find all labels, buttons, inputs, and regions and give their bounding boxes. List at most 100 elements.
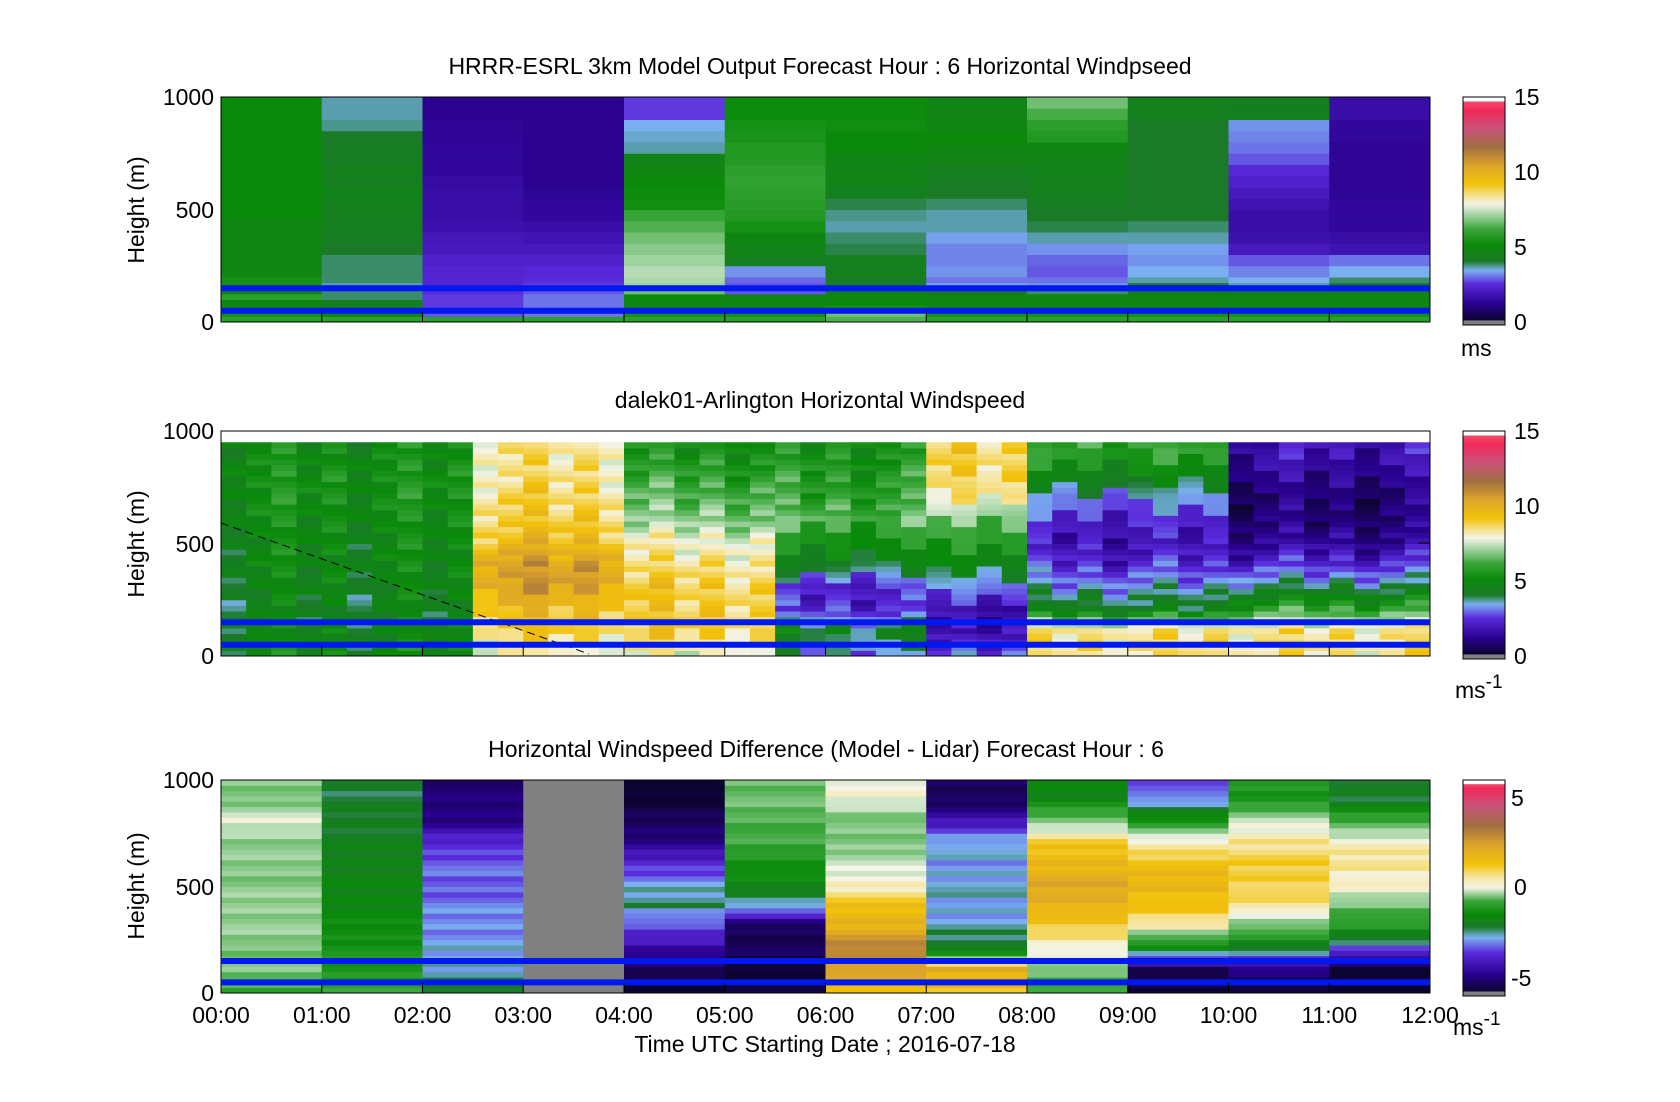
lidar-cell [1304, 515, 1330, 522]
lidar-cell [951, 470, 978, 477]
lidar-cell [1203, 577, 1229, 584]
lidar-cell [1127, 605, 1154, 612]
model-cell [1228, 254, 1330, 267]
lidar-cell [472, 627, 499, 634]
difference-cell [825, 838, 927, 845]
lidar-cell [397, 599, 423, 606]
lidar-cell [1278, 470, 1305, 477]
lidar-cell [825, 560, 852, 567]
lidar-cell [1228, 470, 1255, 477]
lidar-cell [749, 521, 776, 528]
model-cell [1027, 277, 1129, 284]
lidar-cell [1127, 622, 1154, 629]
lidar-cell [246, 532, 272, 539]
lidar-cell [346, 633, 373, 640]
lidar-cell [674, 492, 701, 499]
lidar-cell [1077, 526, 1104, 533]
lidar-cell [1404, 582, 1431, 589]
lidar-cell [624, 633, 650, 640]
lidar-cell [498, 582, 524, 589]
difference-cell [724, 859, 826, 866]
lidar-cell [422, 526, 449, 533]
lidar-cell [447, 509, 474, 516]
lidar-cell [1127, 594, 1154, 601]
lidar-cell [1278, 515, 1305, 522]
lidar-cell [271, 650, 298, 657]
lidar-cell [1278, 481, 1305, 488]
lidar-cell [1052, 515, 1078, 522]
model-cell [1329, 153, 1431, 165]
lidar-cell [1404, 594, 1431, 601]
lidar-cell [321, 594, 348, 601]
difference-cell [321, 881, 423, 887]
lidar-cell [1102, 447, 1129, 454]
difference-cell [724, 843, 826, 850]
difference-cell [926, 827, 1028, 834]
lidar-cell [422, 476, 449, 483]
lidar-cell [221, 627, 247, 634]
difference-cell [624, 886, 726, 893]
lidar-cell [1203, 560, 1229, 567]
difference-cell [724, 971, 826, 978]
model-cell [221, 288, 323, 295]
model-cell [1027, 187, 1129, 199]
lidar-cell [775, 543, 801, 550]
lidar-cell [926, 487, 952, 494]
lidar-cell [573, 487, 600, 494]
difference-cell [1228, 966, 1330, 973]
lidar-cell [321, 464, 348, 471]
lidar-cell [1152, 627, 1179, 634]
lidar-cell [901, 543, 927, 550]
lidar-cell [271, 582, 298, 589]
difference-cell [321, 843, 423, 850]
lidar-cell [548, 650, 575, 657]
lidar-cell [825, 611, 852, 618]
lidar-cell [976, 566, 1003, 573]
lidar-cell [296, 622, 323, 629]
lidar-cell [674, 582, 701, 589]
lidar-cell [472, 537, 499, 544]
lidar-cell [397, 470, 423, 477]
difference-cell [724, 950, 826, 957]
lidar-cell [926, 543, 952, 550]
lidar-cell [1077, 498, 1104, 505]
lidar-cell [926, 644, 952, 651]
lidar-cell [296, 464, 323, 471]
lidar-cell [674, 622, 701, 629]
model-cell [422, 153, 524, 165]
lidar-cell [422, 470, 449, 477]
lidar-cell [749, 627, 776, 634]
model-cell [624, 293, 726, 300]
model-cell [724, 142, 826, 154]
lidar-cell [1001, 622, 1028, 629]
difference-cell [825, 902, 927, 909]
lidar-cell [1052, 532, 1078, 539]
lidar-cell [699, 633, 726, 640]
lidar-cell [1379, 487, 1406, 494]
lidar-cell [1304, 599, 1330, 606]
lidar-cell [1152, 526, 1179, 533]
lidar-cell [1354, 487, 1381, 494]
lidar-cell [346, 554, 373, 561]
lidar-cell [1203, 594, 1229, 601]
difference-cell [321, 934, 423, 941]
lidar-cell [296, 554, 323, 561]
lidar-cell [1077, 481, 1104, 488]
lidar-cell [422, 447, 449, 454]
lidar-cell [397, 566, 423, 573]
lidar-cell [699, 644, 726, 651]
lidar-cell [422, 588, 449, 595]
difference-cell [1329, 870, 1431, 877]
lidar-cell [1152, 566, 1179, 573]
difference-cell [221, 795, 323, 802]
lidar-cell [1178, 627, 1204, 634]
lidar-cell [221, 582, 247, 589]
lidar-cell [901, 627, 927, 634]
lidar-cell [221, 481, 247, 488]
lidar-cell [296, 487, 323, 494]
lidar-cell [472, 554, 499, 561]
lidar-cell [699, 492, 726, 499]
lidar-cell [598, 515, 625, 522]
lidar-cell [397, 504, 423, 511]
lidar-cell [1304, 487, 1330, 494]
